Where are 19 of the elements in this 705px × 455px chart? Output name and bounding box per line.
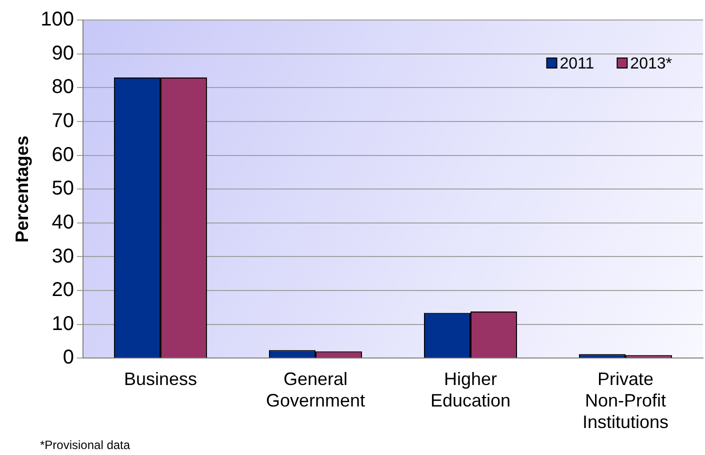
- y-tick-label: 30: [52, 245, 74, 268]
- x-tick-label: Private Non-Profit Institutions: [582, 368, 669, 432]
- y-tick-label: 0: [62, 346, 74, 369]
- y-tick-label: 60: [52, 144, 74, 166]
- y-tick-label: 40: [52, 211, 74, 234]
- y-tick-label: 50: [52, 178, 74, 200]
- y-axis-title: Percentages: [12, 136, 32, 243]
- legend-label: 2013*: [630, 55, 672, 72]
- y-tick-label: 20: [52, 279, 74, 302]
- x-tick-label: General Government: [266, 368, 366, 411]
- text: *Provisional data: [40, 438, 130, 452]
- y-tick-label: 100: [40, 8, 74, 31]
- x-tick-label: Higher Education: [430, 368, 511, 411]
- y-tick-label: 70: [52, 110, 74, 132]
- y-tick-label: 90: [52, 42, 74, 64]
- y-tick-label: 80: [52, 76, 74, 98]
- x-tick-label: Business: [124, 368, 197, 389]
- y-tick-label: 10: [52, 312, 74, 335]
- legend-label: 2011: [560, 55, 594, 72]
